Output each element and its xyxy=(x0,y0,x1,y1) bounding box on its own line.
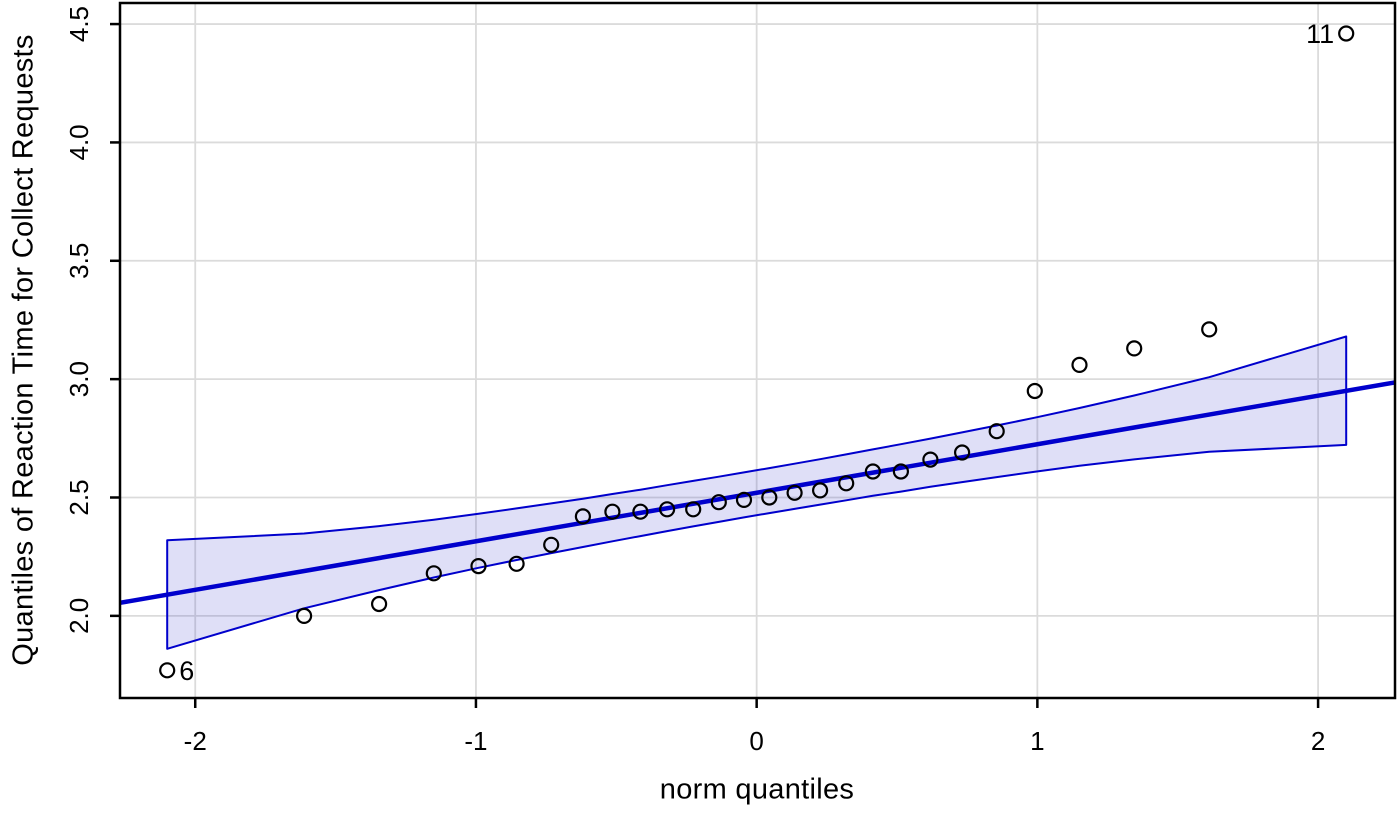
x-tick-label: 2 xyxy=(1311,726,1325,756)
data-point xyxy=(574,508,592,525)
y-axis-title: Quantiles of Reaction Time for Collect R… xyxy=(7,34,40,666)
data-point xyxy=(922,451,939,468)
data-point xyxy=(1026,382,1043,400)
x-tick-label: -2 xyxy=(184,726,207,756)
point-id-label: 11 xyxy=(1306,19,1334,49)
data-point xyxy=(685,501,702,518)
y-tick-label: 4.5 xyxy=(64,6,94,42)
data-point xyxy=(159,662,176,679)
data-point xyxy=(425,565,442,582)
y-tick-label: 4.0 xyxy=(64,124,94,160)
y-tick-label: 3.5 xyxy=(64,243,94,279)
data-point xyxy=(811,482,829,499)
data-point xyxy=(735,491,753,508)
y-tick-label: 3.0 xyxy=(64,361,94,397)
x-tick-label: -1 xyxy=(464,726,487,756)
data-point xyxy=(1201,321,1218,338)
y-tick-label: 2.0 xyxy=(64,598,94,634)
data-point xyxy=(543,536,560,553)
point-id-label: 6 xyxy=(179,656,194,686)
data-point xyxy=(953,444,971,461)
data-point xyxy=(658,501,676,518)
x-tick-label: 0 xyxy=(749,726,763,756)
data-point xyxy=(632,503,649,520)
data-point xyxy=(838,475,855,492)
y-tick-label: 2.5 xyxy=(64,479,94,515)
data-point xyxy=(864,463,882,480)
data-point xyxy=(988,423,1005,440)
data-point xyxy=(1071,356,1088,373)
data-point xyxy=(371,595,388,613)
x-tick-label: 1 xyxy=(1030,726,1044,756)
data-point xyxy=(786,484,803,501)
data-point xyxy=(710,494,727,511)
x-axis-title: norm quantiles xyxy=(659,773,855,806)
data-point xyxy=(1126,340,1143,357)
data-point xyxy=(508,555,525,572)
data-point xyxy=(892,463,910,480)
fit-line xyxy=(119,380,1396,606)
data-point xyxy=(1338,25,1355,42)
data-point xyxy=(470,557,487,575)
data-point xyxy=(761,489,778,506)
data-point xyxy=(296,607,313,625)
data-point xyxy=(604,503,621,520)
